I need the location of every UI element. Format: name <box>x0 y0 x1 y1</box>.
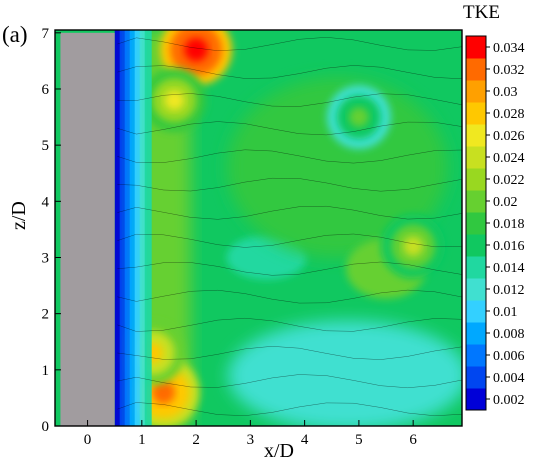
contour-line <box>117 65 462 80</box>
contour-line <box>117 37 462 51</box>
colorbar-tick-label: 0.032 <box>493 63 525 78</box>
colorbar-swatch <box>466 366 486 389</box>
colorbar-swatch <box>466 58 486 81</box>
contour-line <box>117 149 462 164</box>
contour-line <box>117 261 462 276</box>
colorbar-tick-label: 0.018 <box>493 217 525 232</box>
tke-hotspot-core <box>348 107 369 127</box>
colorbar-swatch <box>466 322 486 345</box>
colorbar-tick-label: 0.024 <box>493 151 525 166</box>
colorbar-tick-label: 0.026 <box>493 129 525 144</box>
colorbar-tick-label: 0.004 <box>493 371 525 386</box>
x-axis-label: x/D <box>264 440 294 462</box>
colorbar-tick-label: 0.01 <box>493 305 518 320</box>
colorbar-swatch <box>466 80 486 103</box>
colorbar-tick-label: 0.014 <box>493 261 525 276</box>
contour-line <box>117 289 462 304</box>
colorbar-title: TKE <box>463 2 500 23</box>
contour-line <box>117 121 462 136</box>
colorbar-tick-label: 0.016 <box>493 239 525 254</box>
colorbar-swatch <box>466 234 486 257</box>
colorbar-tick-label: 0.03 <box>493 85 518 100</box>
contour-line <box>117 177 462 192</box>
x-tick-label: 6 <box>409 432 417 448</box>
colorbar-swatch <box>466 278 486 301</box>
y-tick-label: 1 <box>42 363 50 379</box>
colorbar: 0.002 0.004 0.006 0.008 0.01 0.012 0.014 0.016 0… <box>465 35 525 411</box>
near-wall-strip <box>124 30 132 426</box>
x-tick-label: 5 <box>355 432 363 448</box>
contour-line <box>117 233 462 248</box>
axes: 0 1 2 3 4 5 6 0 1 2 3 4 5 6 7 <box>42 26 463 448</box>
tke-hotspot-core <box>184 37 208 62</box>
near-wall-strip <box>129 30 137 426</box>
tke-hotspot-core <box>151 380 176 404</box>
contour-line <box>117 93 462 107</box>
tke-field <box>55 30 462 426</box>
near-wall-strip <box>114 30 122 426</box>
colorbar-swatch <box>466 102 486 125</box>
colorbar-swatch <box>466 190 486 213</box>
y-tick-label: 4 <box>42 194 50 210</box>
colorbar-swatch <box>466 168 486 191</box>
y-tick-label: 3 <box>42 250 50 266</box>
x-tick-label: 4 <box>301 432 309 448</box>
near-wall-strip <box>139 30 147 426</box>
y-tick-label: 6 <box>42 82 50 98</box>
near-wall-strip <box>144 30 152 426</box>
colorbar-tick-label: 0.002 <box>493 393 525 408</box>
colorbar-swatch <box>466 344 486 367</box>
cylinder <box>60 32 115 426</box>
colorbar-tick-label: 0.028 <box>493 107 525 122</box>
colorbar-tick-label: 0.034 <box>493 41 525 56</box>
colorbar-swatch <box>466 256 486 279</box>
y-tick-label: 0 <box>42 419 50 435</box>
y-tick-label: 2 <box>42 307 50 323</box>
contour-line <box>117 205 462 220</box>
tke-hotspot-core <box>164 90 185 111</box>
colorbar-swatch <box>466 300 486 323</box>
colorbar-tick-label: 0.012 <box>493 283 525 298</box>
colorbar-swatch <box>466 146 486 169</box>
near-wall-strip <box>134 30 142 426</box>
colorbar-tick-label: 0.008 <box>493 327 525 342</box>
x-tick-label: 2 <box>192 432 200 448</box>
colorbar-swatch <box>466 36 486 59</box>
near-wall-strip <box>119 30 127 426</box>
colorbar-swatch <box>466 124 486 147</box>
colorbar-swatch <box>466 388 486 411</box>
y-tick-label: 7 <box>42 26 50 42</box>
x-tick-label: 0 <box>84 432 92 448</box>
mid-tke-region <box>227 77 448 258</box>
tke-hotspot-core <box>403 236 424 257</box>
y-tick-label: 5 <box>42 138 50 154</box>
contour-line <box>117 374 462 389</box>
contour-line <box>117 317 462 332</box>
x-tick-label: 3 <box>247 432 255 448</box>
colorbar-tick-label: 0.006 <box>493 349 525 364</box>
contour-line <box>117 402 462 417</box>
low-tke-region <box>228 320 462 426</box>
contour-line <box>117 346 462 360</box>
plot-frame <box>54 29 463 427</box>
panel-label: (a) <box>2 22 28 47</box>
colorbar-tick-label: 0.02 <box>493 195 518 210</box>
colorbar-tick-label: 0.022 <box>493 173 525 188</box>
x-tick-label: 1 <box>138 432 146 448</box>
colorbar-swatch <box>466 212 486 235</box>
